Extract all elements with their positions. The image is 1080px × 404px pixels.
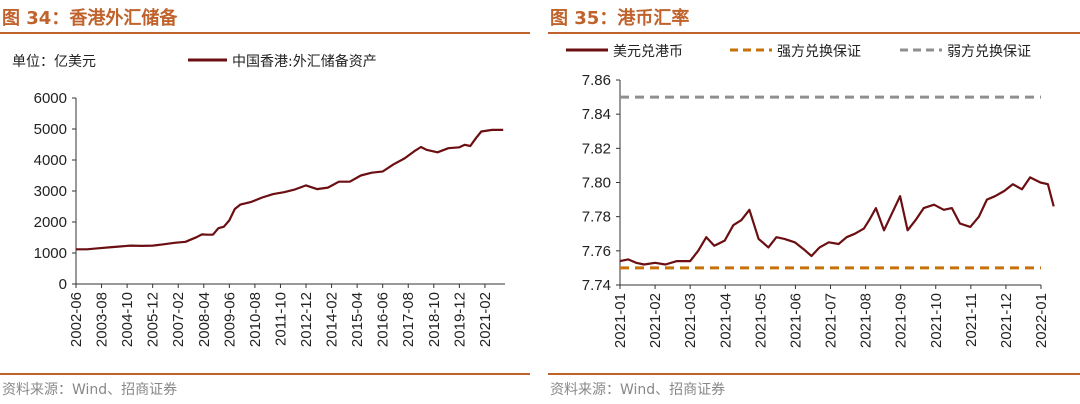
figure-34-bottom-rule (0, 373, 530, 375)
y-tick-label: 5000 (34, 121, 67, 138)
figure-35-panel: 图 35：港币汇率 美元兑港币 强方兑换保证 弱方兑换保证 7.74 7.76 7.78… (548, 0, 1080, 404)
x-tick-label: 2003-08 (94, 292, 111, 347)
x-tick-label: 2009-06 (221, 292, 238, 347)
figure-35-bottom-rule (548, 373, 1080, 375)
usd-hkd-series-line (619, 176, 1055, 266)
x-tick-label: 2011-10 (272, 292, 289, 346)
x-tick-label: 2021-05 (752, 293, 769, 348)
y-tick-label: 7.80 (582, 175, 611, 192)
x-tick-label: 2021-08 (858, 293, 875, 348)
figure-34-title-rule (0, 32, 530, 34)
hkd-rate-lines (619, 95, 1055, 270)
x-tick-label: 2021-10 (928, 293, 945, 348)
fx-reserve-chart: 单位：亿美元 中国香港:外汇储备资产 0 1000 2000 3000 4000 5000… (12, 53, 505, 347)
y-tick-label: 7.82 (582, 140, 611, 157)
x-tick-label: 2018-10 (426, 292, 443, 347)
y-tick-label: 3000 (34, 183, 67, 200)
x-tick-label: 2008-04 (196, 292, 213, 347)
fx-reserve-axes: 0 1000 2000 3000 4000 5000 6000 2002-06 2003-08 2… (34, 90, 505, 347)
x-tick-label: 2021-02 (647, 293, 664, 348)
x-tick-label: 2016-06 (375, 292, 392, 347)
x-tick-label: 2022-01 (1033, 293, 1050, 348)
x-tick-label: 2005-12 (145, 292, 162, 347)
x-tick-label: 2002-06 (68, 292, 85, 347)
figure-34-source: 资料来源：Wind、招商证券 (2, 382, 178, 398)
figure-35-source: 资料来源：Wind、招商证券 (550, 382, 726, 398)
x-tick-label: 2021-07 (823, 293, 840, 348)
y-tick-label: 7.74 (582, 277, 611, 294)
fx-reserve-legend: 中国香港:外汇储备资产 (188, 53, 377, 70)
figure-34-panel: 图 34：香港外汇储备 单位：亿美元 中国香港:外汇储备资产 0 1000 2000… (0, 0, 530, 404)
x-tick-label: 2021-11 (963, 293, 980, 347)
x-tick-label: 2021-12 (998, 293, 1015, 348)
fx-reserve-series-line (76, 128, 504, 251)
x-tick-label: 2004-10 (119, 292, 136, 347)
hkd-rate-chart: 美元兑港币 强方兑换保证 弱方兑换保证 7.747.767.787.807.827.… (566, 43, 1055, 348)
x-tick-label: 2012-12 (298, 292, 315, 347)
y-tick-label: 7.86 (582, 72, 611, 89)
figure-34-title: 图 34：香港外汇储备 (2, 8, 178, 29)
x-tick-label: 2010-08 (247, 292, 264, 347)
figure-35-title-rule (548, 32, 1080, 34)
legend-label-usd-hkd: 美元兑港币 (613, 44, 683, 60)
y-tick-label: 4000 (34, 152, 67, 169)
x-tick-label: 2019-12 (451, 292, 468, 347)
y-tick-label: 7.76 (582, 243, 611, 260)
x-tick-label: 2021-06 (787, 293, 804, 348)
fx-reserve-lines (76, 128, 504, 251)
x-tick-label: 2017-08 (400, 292, 417, 347)
y-tick-label: 7.84 (582, 106, 611, 123)
y-tick-label: 7.78 (582, 209, 611, 226)
hkd-rate-axes: 7.74 7.76 7.78 7.80 7.82 7.84 7.86 2021-01 2021-… (582, 72, 1050, 348)
x-tick-label: 2007-02 (170, 292, 187, 347)
x-tick-label: 2021-03 (682, 293, 699, 348)
y-tick-label: 2000 (34, 214, 67, 231)
x-tick-label: 2021-02 (477, 292, 494, 347)
legend-label-strong-guarantee: 强方兑换保证 (777, 43, 861, 60)
x-tick-label: 2021-04 (717, 293, 734, 348)
legend-label-weak-guarantee: 弱方兑换保证 (947, 43, 1031, 60)
legend-label-fx-reserve: 中国香港:外汇储备资产 (232, 53, 377, 70)
x-tick-label: 2015-04 (349, 292, 366, 347)
x-tick-label: 2014-02 (324, 292, 341, 347)
x-tick-label: 2021-09 (893, 293, 910, 348)
unit-label: 单位：亿美元 (12, 54, 96, 70)
y-tick-label: 6000 (34, 90, 67, 107)
y-tick-label: 1000 (34, 245, 67, 262)
hkd-rate-legend: 美元兑港币 强方兑换保证 弱方兑换保证 (566, 43, 1031, 60)
x-tick-label: 2021-01 (612, 293, 629, 348)
y-tick-label: 0 (59, 276, 67, 293)
figure-35-title: 图 35：港币汇率 (550, 8, 690, 29)
